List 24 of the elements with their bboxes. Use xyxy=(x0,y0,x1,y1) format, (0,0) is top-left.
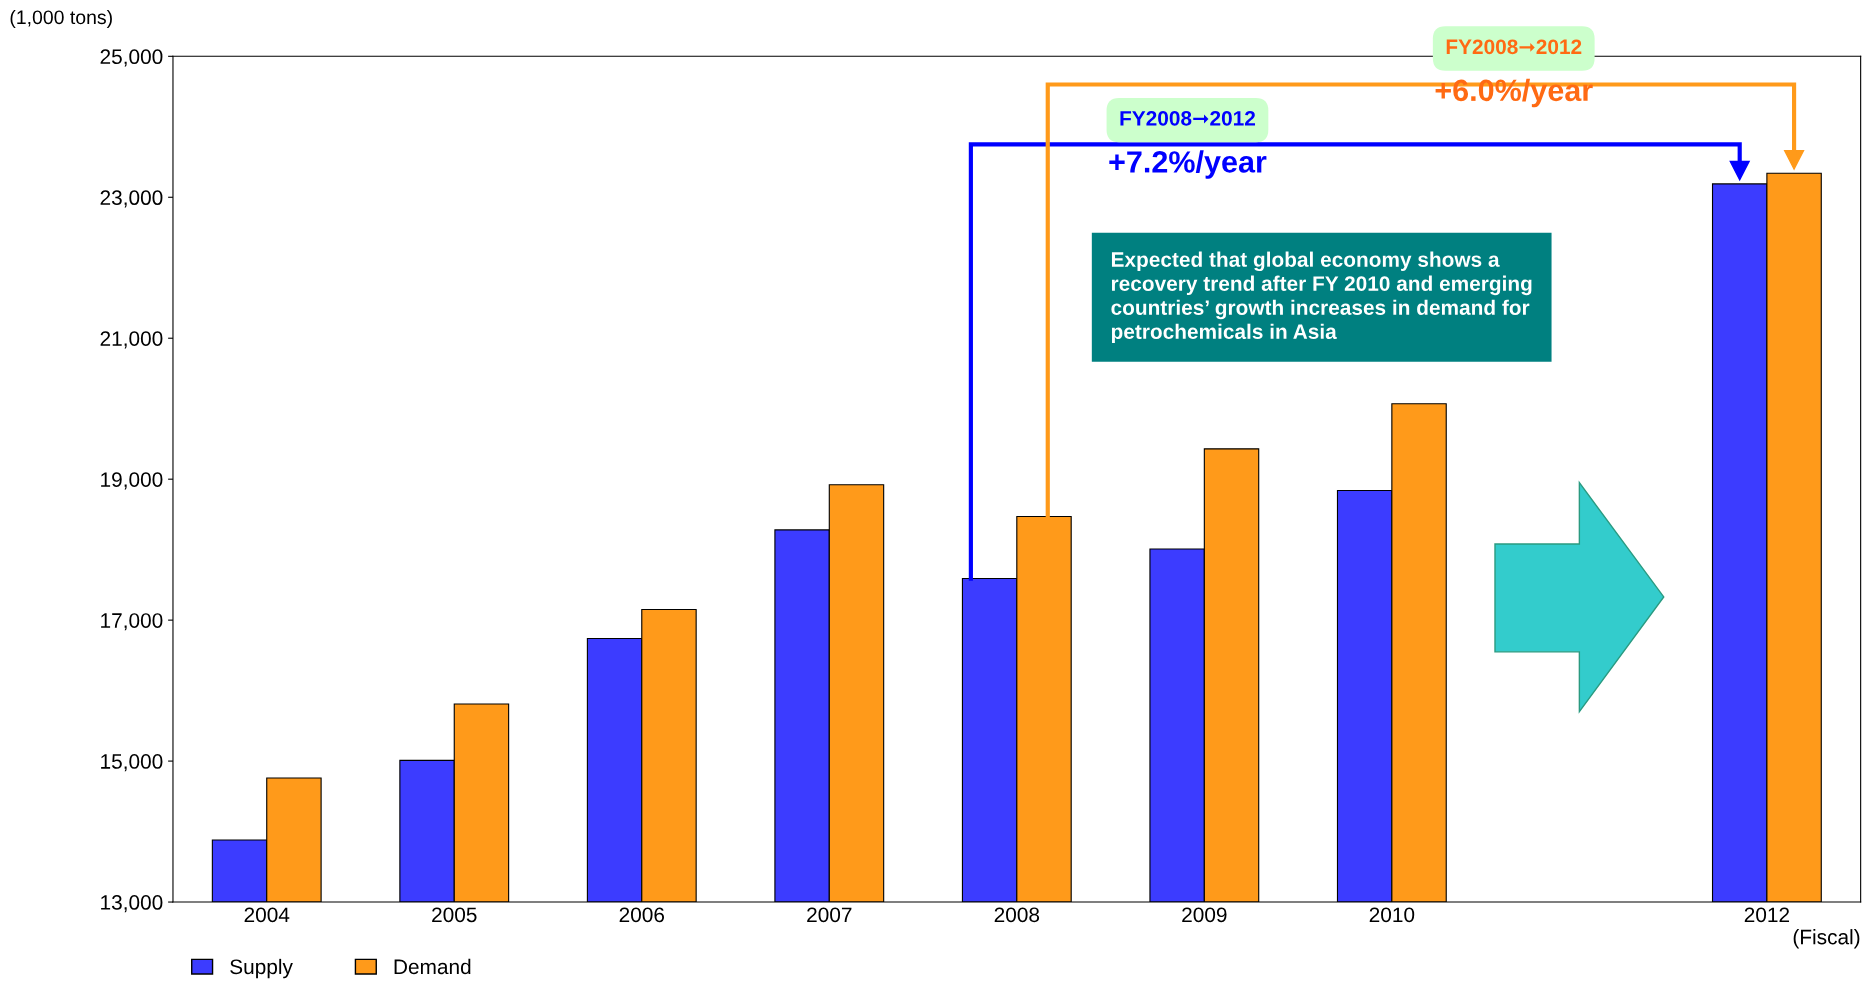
annotation: +7.2%/year xyxy=(1109,150,1267,179)
text: FY2008➞2012 xyxy=(1446,39,1582,55)
y-axis-title: (1,000 tons) xyxy=(10,9,112,28)
x-tick-label: 2004 xyxy=(244,907,290,923)
y-tick-label: 17,000 xyxy=(101,613,163,631)
legend-label: Supply xyxy=(230,958,293,979)
annotation: +6.0%/year xyxy=(1435,78,1593,108)
x-tick-label: 2005 xyxy=(432,907,477,923)
x-tick-label: 2008 xyxy=(994,907,1040,923)
y-tick-label: 15,000 xyxy=(101,754,163,772)
y-tick-label: 13,000 xyxy=(101,895,163,913)
x-tick-label: 2006 xyxy=(619,907,665,923)
y-tick-label: 21,000 xyxy=(100,331,163,349)
legend-label: Demand xyxy=(394,958,471,975)
x-tick-label: 2009 xyxy=(1182,907,1227,923)
x-tick-label: 2007 xyxy=(807,907,852,923)
annotation: FY2008➞2012 xyxy=(1120,110,1256,126)
x-tick-label: 2012 xyxy=(1744,907,1790,923)
annotation: Expected that global economy shows a recovery trend after FY 2010 and emerging countries’ growth increases in demand for petrochemicals in Asia xyxy=(1111,251,1532,344)
y-tick-label: 25,000 xyxy=(100,49,163,67)
y-tick-label: 23,000 xyxy=(100,190,163,208)
y-tick-label: 19,000 xyxy=(101,472,163,490)
x-axis-title: (Fiscal) xyxy=(1793,929,1860,949)
x-tick-label: 2010 xyxy=(1369,907,1415,923)
